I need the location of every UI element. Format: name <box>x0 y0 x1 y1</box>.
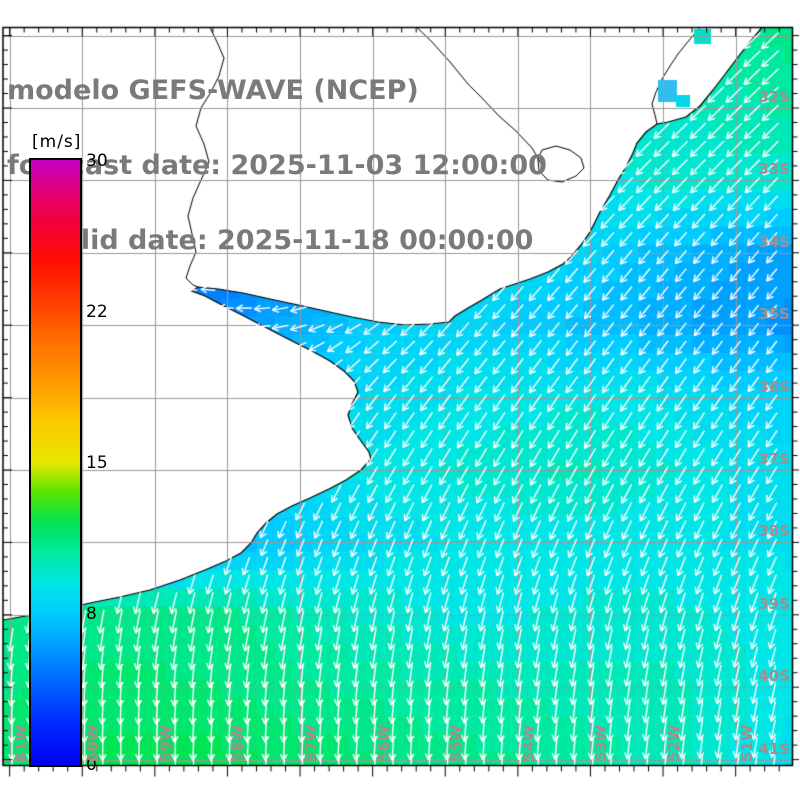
colorbar-tick-label: 8 <box>86 604 97 624</box>
lon-label: 51W <box>737 724 756 762</box>
lat-label: 35S <box>758 305 790 324</box>
lat-label: 38S <box>758 522 790 541</box>
lat-label: 32S <box>758 88 790 106</box>
title-model-name: modelo GEFS-WAVE (NCEP) <box>7 75 419 106</box>
lon-label: 60W <box>84 724 103 762</box>
lat-label: 39S <box>758 594 790 613</box>
lon-label: 54W <box>519 724 538 762</box>
lat-label: 37S <box>758 450 790 468</box>
lat-label: 36S <box>758 377 790 396</box>
colorbar-tick-label: 22 <box>86 302 108 322</box>
colorbar-gradient <box>29 158 82 767</box>
lat-label: 40S <box>758 667 790 686</box>
lat-label: 33S <box>758 160 790 179</box>
colorbar-tick-label: 15 <box>86 453 108 473</box>
lon-label: 57W <box>302 724 321 762</box>
lat-label: 41S <box>758 739 790 758</box>
lon-label: 52W <box>665 724 684 762</box>
colorbar-tick-label: 30 <box>86 151 108 171</box>
lon-label: 55W <box>447 724 466 762</box>
title-valid-date: valid date: 2025-11-18 00:00:00 <box>45 225 534 256</box>
lon-label: 53W <box>592 724 611 762</box>
lon-label: 59W <box>156 724 175 762</box>
lat-label: 34S <box>758 232 790 251</box>
colorbar-unit-label: [m/s] <box>32 132 82 152</box>
colorbar-tick-label: 0 <box>86 755 97 775</box>
lon-label: 58W <box>229 724 248 762</box>
lon-label: 56W <box>374 724 393 762</box>
lon-label: 61W <box>11 724 30 762</box>
